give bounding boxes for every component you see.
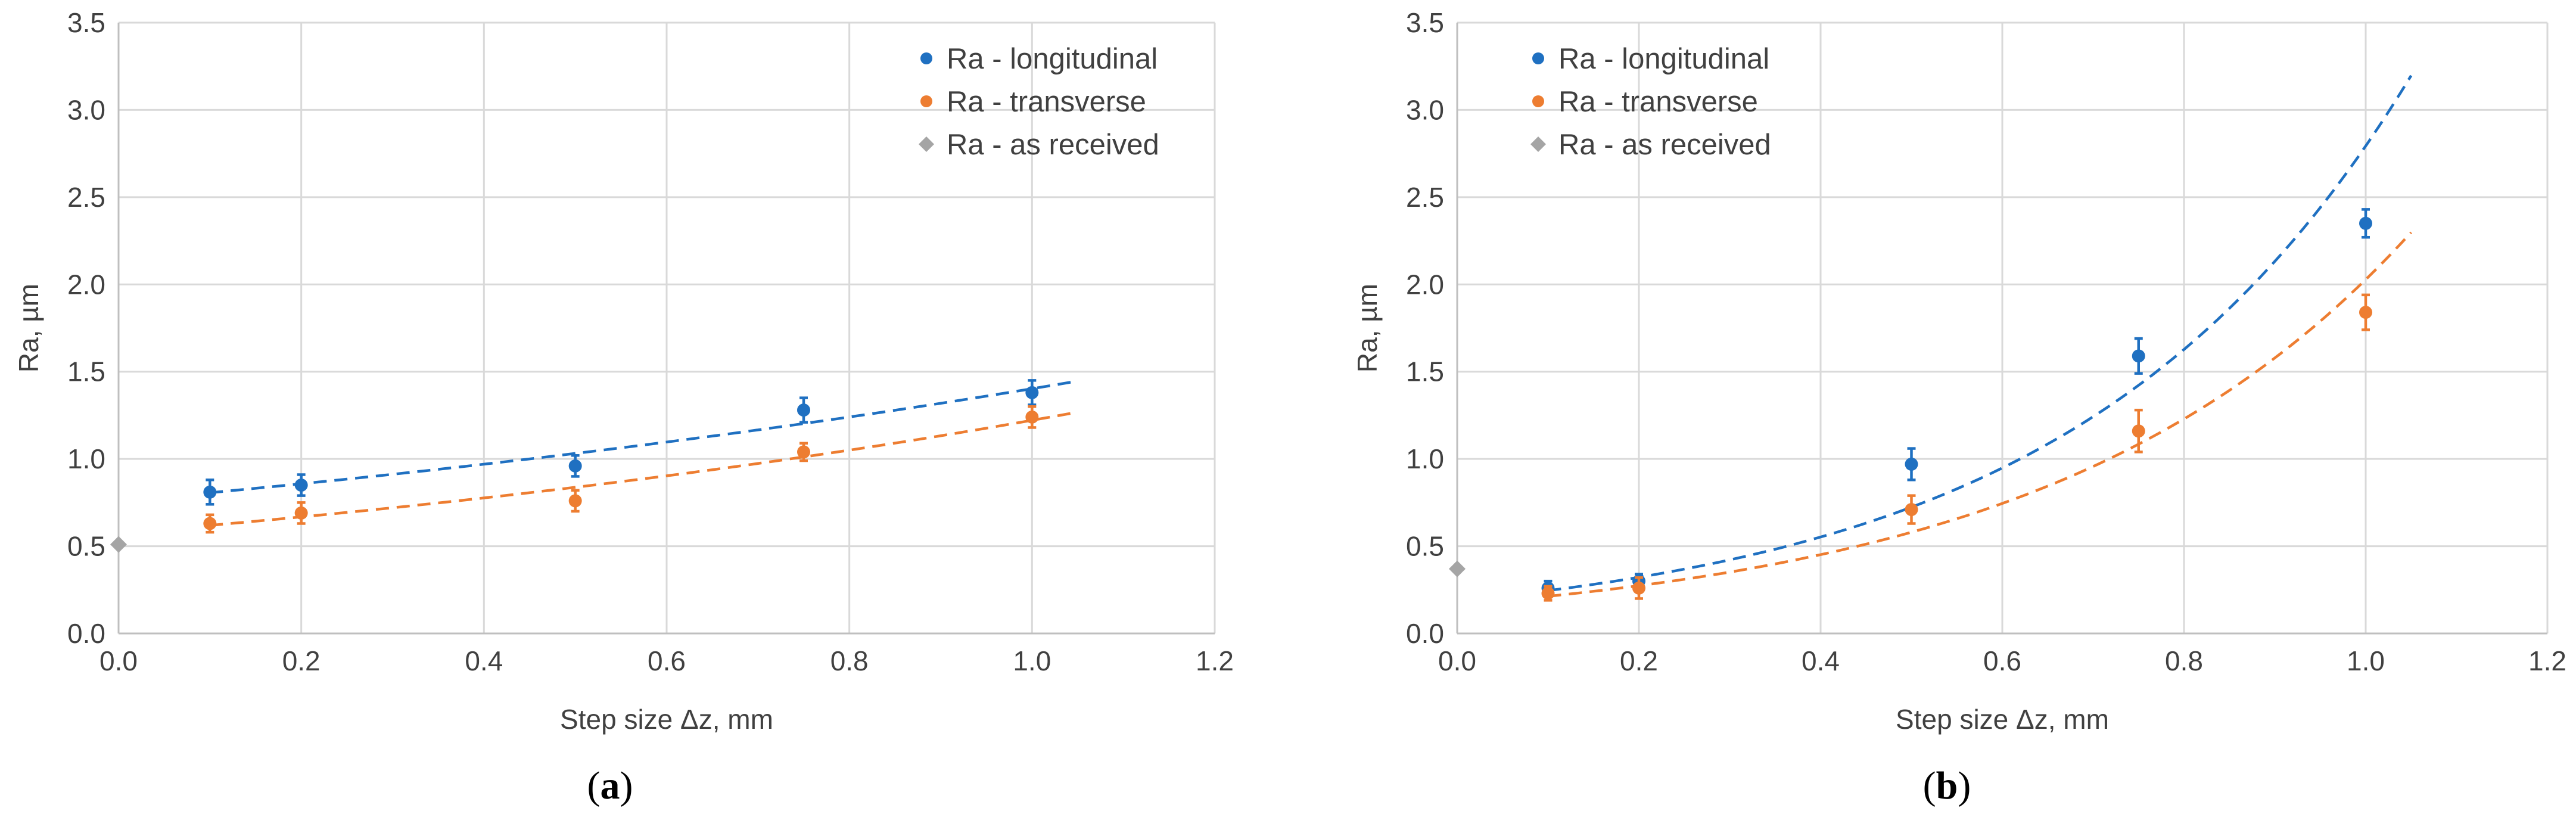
data-point-longitudinal: [797, 403, 810, 417]
data-point-transverse: [1905, 503, 1918, 517]
legend-marker: [919, 136, 934, 152]
x-tick-label: 0.4: [465, 645, 503, 676]
y-axis-title: Ra, µm: [13, 284, 44, 372]
x-tick-label: 0.2: [282, 645, 321, 676]
x-tick-label: 0.4: [1802, 645, 1840, 676]
x-axis-title: Step size Δz, mm: [560, 704, 773, 735]
legend: Ra - longitudinal Ra - transverse Ra - as …: [1530, 43, 1771, 161]
legend-marker: [920, 95, 932, 107]
x-tick-label: 1.2: [1196, 645, 1234, 676]
y-tick-label: 1.5: [67, 356, 105, 387]
x-tick-label: 0.6: [1983, 645, 2021, 676]
data-point-transverse: [1025, 410, 1039, 424]
chart-panel-b: 0.0 0.2 0.4 0.6 0.8 1.0 1.2 0.0 0.5 1.0 1.5 2.0 2.5 3…: [1352, 7, 2566, 807]
legend-label: Ra - longitudinal: [947, 43, 1158, 75]
x-axis-title: Step size Δz, mm: [1896, 704, 2109, 735]
legend-label: Ra - transverse: [947, 86, 1146, 118]
legend-marker: [1530, 136, 1546, 152]
y-tick-label: 3.5: [1406, 7, 1444, 38]
legend-label: Ra - as received: [1558, 129, 1771, 161]
y-tick-label: 3.0: [1406, 94, 1444, 125]
x-tick-label: 0.6: [648, 645, 686, 676]
y-tick-label: 0.5: [67, 531, 105, 562]
x-tick-label: 1.0: [2347, 645, 2385, 676]
legend-label: Ra - transverse: [1558, 86, 1758, 118]
trendline-transverse: [1548, 231, 2412, 598]
x-tick-label: 1.0: [1013, 645, 1051, 676]
x-tick-label: 0.8: [2165, 645, 2203, 676]
y-tick-label: 2.5: [67, 182, 105, 213]
legend-item-transverse: Ra - transverse: [920, 86, 1146, 118]
y-tick-label: 2.0: [67, 269, 105, 300]
data-point-longitudinal: [2132, 349, 2145, 363]
trendline-transverse: [210, 411, 1078, 527]
data-point-transverse: [203, 517, 217, 530]
data-point-longitudinal: [203, 485, 217, 499]
legend: Ra - longitudinal Ra - transverse Ra - as …: [919, 43, 1159, 161]
x-tick-label: 1.2: [2528, 645, 2566, 676]
legend-item-transverse: Ra - transverse: [1532, 86, 1758, 118]
data-point-transverse: [1632, 581, 1645, 595]
y-tick-label: 1.5: [1406, 356, 1444, 387]
data-point-transverse: [568, 494, 582, 508]
data-point-as_received: [1449, 560, 1466, 577]
y-tick-label: 0.5: [1406, 531, 1444, 562]
legend-marker: [1532, 95, 1544, 107]
y-tick-label: 2.0: [1406, 269, 1444, 300]
panel-label: (b): [1923, 764, 1971, 807]
data-point-longitudinal: [1905, 457, 1918, 471]
x-tick-label: 0.2: [1620, 645, 1658, 676]
y-tick-label: 2.5: [1406, 182, 1444, 213]
legend-item-as_received: Ra - as received: [919, 129, 1159, 161]
data-point-longitudinal: [568, 459, 582, 473]
trendline-longitudinal: [1548, 74, 2413, 592]
legend-item-longitudinal: Ra - longitudinal: [920, 43, 1158, 75]
legend-label: Ra - as received: [947, 129, 1159, 161]
legend-item-as_received: Ra - as received: [1530, 129, 1771, 161]
data-point-transverse: [2132, 424, 2145, 438]
y-tick-label: 0.0: [1406, 618, 1444, 649]
y-tick-label: 0.0: [67, 618, 105, 649]
data-point-transverse: [1541, 586, 1555, 600]
y-tick-label: 1.0: [1406, 443, 1444, 474]
y-tick-label: 1.0: [67, 443, 105, 474]
y-axis-title: Ra, µm: [1352, 284, 1383, 372]
legend-item-longitudinal: Ra - longitudinal: [1532, 43, 1769, 75]
data-point-transverse: [294, 506, 308, 520]
legend-label: Ra - longitudinal: [1558, 43, 1769, 75]
trendline-longitudinal: [210, 380, 1078, 495]
data-point-longitudinal: [1025, 386, 1039, 399]
data-point-transverse: [2359, 306, 2372, 319]
legend-marker: [920, 52, 932, 64]
y-tick-label: 3.5: [67, 7, 105, 38]
x-tick-label: 0.8: [830, 645, 869, 676]
data-point-longitudinal: [2359, 216, 2372, 230]
panel-label: (a): [587, 764, 633, 807]
data-point-transverse: [797, 445, 810, 459]
data-point-as_received: [110, 536, 127, 553]
y-tick-label: 3.0: [67, 94, 105, 125]
data-point-longitudinal: [294, 479, 308, 492]
chart-panel-a: 0.0 0.2 0.4 0.6 0.8 1.0 1.2 0.0 0.5 1.0 1.5 2.0 2.5 3…: [13, 7, 1234, 807]
x-tick-label: 0.0: [1438, 645, 1476, 676]
legend-marker: [1532, 52, 1544, 64]
x-tick-label: 0.0: [99, 645, 138, 676]
